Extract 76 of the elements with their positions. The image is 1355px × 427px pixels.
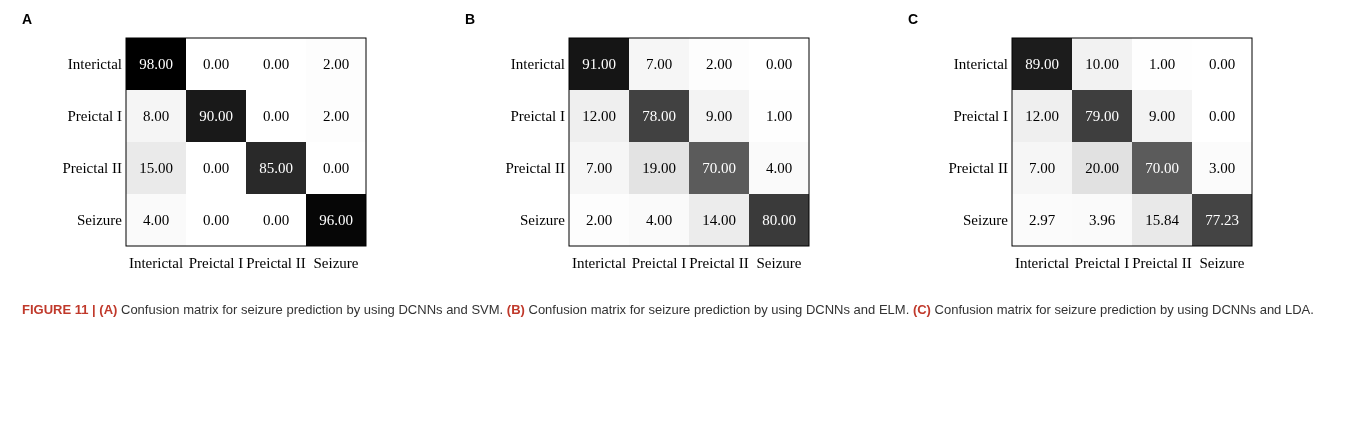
data-label: 2.00 <box>705 56 733 72</box>
data-label: 91.00 <box>582 56 616 72</box>
data-label: 0.00 <box>262 108 290 124</box>
data-label: 0.00 <box>202 160 230 176</box>
chart-title: A <box>22 11 33 27</box>
x-tick-label: Interictal <box>571 255 627 271</box>
data-label: 0.00 <box>765 56 793 72</box>
y-tick-label: Seizure <box>77 212 123 228</box>
x-tick-label: Preictal I <box>1074 255 1130 271</box>
data-label: 8.00 <box>142 108 170 124</box>
data-label: 89.00 <box>1025 56 1059 72</box>
data-label: 0.00 <box>1208 108 1236 124</box>
data-label: 20.00 <box>1085 160 1119 176</box>
data-label: 2.00 <box>322 108 350 124</box>
data-label: 80.00 <box>762 212 796 228</box>
data-label: 2.97 <box>1028 212 1056 228</box>
data-label: 12.00 <box>582 108 616 124</box>
data-label: 15.00 <box>139 160 173 176</box>
y-tick-label: Preictal I <box>510 108 565 124</box>
data-label: 0.00 <box>202 212 230 228</box>
data-label: 70.00 <box>702 160 736 176</box>
x-tick-label: Preictal II <box>1132 255 1192 271</box>
data-label: 0.00 <box>202 56 230 72</box>
caption: FIGURE 11 | (A) Confusion matrix for seizure prediction by using DCNNs and SVM. (B) Confusion matrix for seizure prediction by using DCNNs and ELM. (C) Confusion matrix for seizure prediction by using DCNNs and LDA. <box>22 302 1314 317</box>
y-tick-label: Seizure <box>520 212 566 228</box>
x-tick-label: Interictal <box>128 255 184 271</box>
data-label: 0.00 <box>1208 56 1236 72</box>
data-label: 98.00 <box>139 56 173 72</box>
chart-title: B <box>465 11 476 27</box>
data-label: 15.84 <box>1145 212 1180 228</box>
data-label: 2.00 <box>585 212 613 228</box>
data-label: 7.00 <box>585 160 613 176</box>
data-label: 0.00 <box>262 56 290 72</box>
y-tick-label: Preictal I <box>67 108 122 124</box>
data-label: 4.00 <box>765 160 793 176</box>
data-label: 7.00 <box>645 56 673 72</box>
data-label: 2.00 <box>322 56 350 72</box>
data-label: 4.00 <box>645 212 673 228</box>
x-tick-label: Preictal I <box>631 255 687 271</box>
data-label: 1.00 <box>1148 56 1176 72</box>
x-tick-label: Seizure <box>313 255 359 271</box>
data-label: 3.96 <box>1088 212 1116 228</box>
data-label: 12.00 <box>1025 108 1059 124</box>
x-tick-label: Seizure <box>756 255 802 271</box>
y-tick-label: Preictal II <box>948 160 1008 176</box>
data-label: 4.00 <box>142 212 170 228</box>
y-tick-label: Preictal II <box>62 160 122 176</box>
data-label: 70.00 <box>1145 160 1179 176</box>
data-label: 9.00 <box>705 108 733 124</box>
data-label: 79.00 <box>1085 108 1119 124</box>
data-label: 0.00 <box>262 212 290 228</box>
data-label: 78.00 <box>642 108 676 124</box>
data-label: 7.00 <box>1028 160 1056 176</box>
data-label: 77.23 <box>1205 212 1239 228</box>
x-tick-label: Preictal II <box>246 255 306 271</box>
data-label: 1.00 <box>765 108 793 124</box>
data-label: 19.00 <box>642 160 676 176</box>
x-tick-label: Preictal I <box>188 255 244 271</box>
chart-title: C <box>908 11 919 27</box>
data-label: 96.00 <box>319 212 353 228</box>
data-label: 9.00 <box>1148 108 1176 124</box>
data-label: 10.00 <box>1085 56 1119 72</box>
x-tick-label: Preictal II <box>689 255 749 271</box>
y-tick-label: Seizure <box>963 212 1009 228</box>
y-tick-label: Preictal II <box>505 160 565 176</box>
data-label: 85.00 <box>259 160 293 176</box>
data-label: 0.00 <box>322 160 350 176</box>
y-tick-label: Interictal <box>953 56 1008 72</box>
data-label: 90.00 <box>199 108 233 124</box>
x-tick-label: Interictal <box>1014 255 1070 271</box>
data-label: 3.00 <box>1208 160 1236 176</box>
y-tick-label: Interictal <box>510 56 565 72</box>
y-tick-label: Interictal <box>67 56 122 72</box>
y-tick-label: Preictal I <box>953 108 1008 124</box>
x-tick-label: Seizure <box>1199 255 1245 271</box>
data-label: 14.00 <box>702 212 736 228</box>
